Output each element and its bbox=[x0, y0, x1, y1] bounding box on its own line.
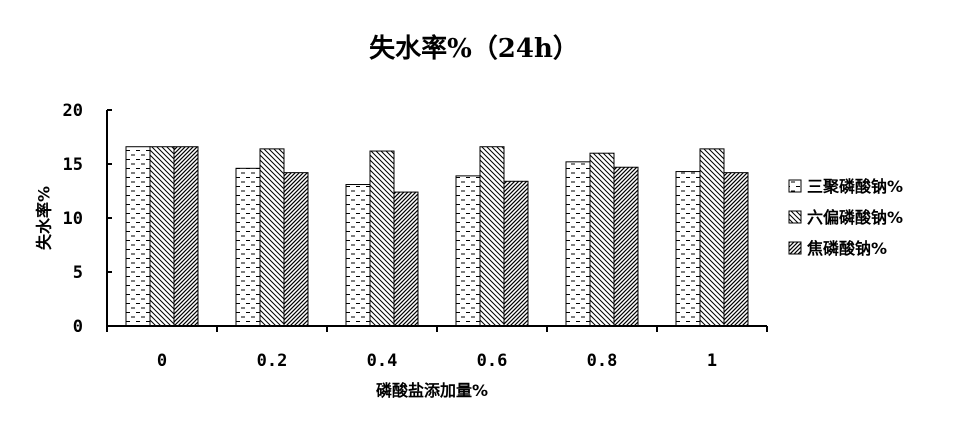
legend-label-1: 三聚磷酸钠% bbox=[807, 177, 903, 196]
legend-swatch-1 bbox=[788, 179, 802, 193]
x-tick-label: 0.6 bbox=[477, 351, 508, 371]
bar-series-2-cat-6 bbox=[699, 148, 725, 327]
bar-series-1-cat-1 bbox=[125, 146, 151, 327]
chart-title: 失水率%（24h） bbox=[369, 33, 579, 64]
bar-series-3-cat-1 bbox=[173, 146, 199, 327]
bar-series-1-cat-4 bbox=[455, 175, 481, 327]
y-tick-label: 20 bbox=[63, 101, 83, 121]
bar-series-1-cat-6 bbox=[675, 171, 701, 327]
bar-series-1-cat-2 bbox=[235, 167, 261, 327]
y-axis-label: 失水率% bbox=[35, 186, 54, 250]
legend: 三聚磷酸钠% 六偏磷酸钠% 焦磷酸钠% bbox=[788, 177, 903, 258]
bar-series-1-cat-5 bbox=[565, 161, 591, 327]
bar-series-3-cat-5 bbox=[613, 166, 639, 327]
legend-label-3: 焦磷酸钠% bbox=[806, 239, 887, 258]
x-tick-label: 0.4 bbox=[367, 351, 398, 371]
y-tick-label: 10 bbox=[63, 209, 83, 229]
bar-series-3-cat-3 bbox=[393, 191, 419, 327]
bar-series-2-cat-1 bbox=[149, 146, 175, 327]
y-tick-label: 5 bbox=[73, 263, 83, 283]
bar-series-2-cat-3 bbox=[369, 150, 395, 327]
legend-swatch-2 bbox=[788, 210, 802, 224]
x-tick-label: 0.2 bbox=[257, 351, 288, 371]
bar-series-3-cat-2 bbox=[283, 172, 309, 327]
x-axis-label: 磷酸盐添加量% bbox=[376, 381, 488, 400]
x-tick-label: 0 bbox=[157, 351, 167, 371]
plot-area: 0 5 10 15 20 0 0.2 0.4 0.6 0.8 1 bbox=[63, 101, 768, 371]
bar-series-3-cat-4 bbox=[503, 180, 529, 327]
y-axis-label-group: 失水率% bbox=[35, 186, 54, 250]
legend-swatch-3 bbox=[788, 241, 802, 255]
bar-series-1-cat-3 bbox=[345, 184, 371, 327]
x-tick-label: 0.8 bbox=[587, 351, 618, 371]
y-tick-label: 0 bbox=[73, 317, 83, 337]
legend-label-2: 六偏磷酸钠% bbox=[807, 208, 903, 227]
bar-series-3-cat-6 bbox=[723, 172, 749, 327]
bar-series-2-cat-5 bbox=[589, 152, 615, 327]
bar-series-2-cat-4 bbox=[479, 146, 505, 327]
x-tick-label: 1 bbox=[707, 351, 717, 371]
y-tick-label: 15 bbox=[63, 155, 83, 175]
bar-series-2-cat-2 bbox=[259, 148, 285, 327]
